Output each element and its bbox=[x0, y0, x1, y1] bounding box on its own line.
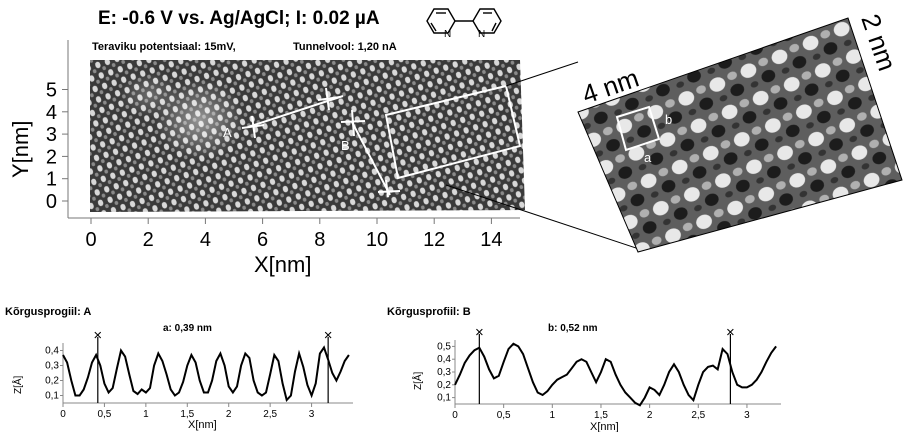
tunnel-current-label: Tunnelvool: 1,20 nA bbox=[293, 41, 397, 53]
profile-a-xtick-label: 3 bbox=[309, 409, 315, 420]
profile-b-ytick-label: 0,1 bbox=[437, 393, 451, 404]
stm-main-xlabel: X[nm] bbox=[254, 252, 311, 277]
unit-cell-a-label: a bbox=[644, 150, 652, 165]
marker-b-label: B bbox=[341, 138, 350, 153]
main-ytick-label: 2 bbox=[46, 146, 57, 168]
profile-a-ylabel: Z[Å] bbox=[11, 375, 24, 394]
profile-b-annotation: b: 0,52 nm bbox=[548, 323, 598, 334]
svg-text:N: N bbox=[444, 29, 451, 40]
main-ytick-label: 0 bbox=[46, 191, 57, 213]
zoom-connector-top bbox=[505, 61, 579, 87]
main-ytick-label: 5 bbox=[46, 80, 57, 102]
profile-b-title: Kõrgusprofiil: B bbox=[387, 306, 471, 318]
profile-a-xtick-label: 1 bbox=[143, 409, 149, 420]
profile-a-xtick-label: 2 bbox=[226, 409, 232, 420]
profile-b-profile-line bbox=[454, 342, 777, 407]
profile-a-title: Kõrgusprogiil: A bbox=[5, 306, 91, 318]
profile-a-xtick-label: 0,5 bbox=[97, 409, 111, 420]
svg-text:N: N bbox=[478, 29, 485, 40]
profile-b-marker-cross: × bbox=[475, 324, 484, 341]
main-ytick-label: 3 bbox=[46, 124, 57, 146]
stm-main-axes bbox=[67, 40, 520, 219]
profile-a-profile-line bbox=[62, 345, 350, 403]
profile-line-a bbox=[241, 87, 344, 139]
main-xtick-label: 14 bbox=[480, 229, 502, 251]
main-xtick-label: 12 bbox=[423, 229, 445, 251]
profile-b-chart: 0 0,5 1 1,5 2 2,5 3 0,5 0,4 0,3 0,2 0,1 × × bbox=[437, 324, 781, 421]
main-xtick-label: 2 bbox=[143, 229, 154, 251]
profile-b-xtick-label: 1 bbox=[550, 410, 556, 421]
main-xtick-label: 8 bbox=[314, 229, 325, 251]
profile-b-xtick-label: 2,5 bbox=[691, 410, 705, 421]
profile-a-annotation: a: 0,39 nm bbox=[163, 323, 212, 334]
profile-a-marker-cross: × bbox=[324, 327, 333, 344]
stm-zoom-image bbox=[577, 17, 903, 253]
profile-a-xtick-label: 0 bbox=[60, 409, 66, 420]
profile-a-ytick-label: 0,4 bbox=[45, 346, 59, 357]
tip-potential-label: Teraviku potentsiaal: 15mV, bbox=[92, 41, 236, 53]
condition-title: E: -0.6 V vs. Ag/AgCl; I: 0.02 µA bbox=[98, 8, 380, 29]
profile-b-ylabel: Z[Å] bbox=[411, 371, 424, 390]
profile-a-xlabel: X[nm] bbox=[188, 419, 217, 431]
profile-b-ytick-label: 0,4 bbox=[437, 354, 451, 365]
main-xtick-label: 6 bbox=[257, 229, 268, 251]
profile-a-ytick-label: 0,2 bbox=[45, 376, 59, 387]
stm-main-image bbox=[90, 60, 525, 212]
profile-b-marker-cross: × bbox=[726, 324, 735, 341]
stm-main-ylabel: Y[nm] bbox=[8, 121, 33, 178]
marker-a-label: A bbox=[223, 125, 232, 140]
profile-line-b bbox=[340, 109, 401, 198]
main-ytick-label: 4 bbox=[46, 102, 57, 124]
profile-a-marker-cross: × bbox=[93, 327, 102, 344]
main-ytick-label: 1 bbox=[46, 169, 57, 191]
main-xtick-label: 0 bbox=[85, 229, 96, 251]
stm-main-xticks: 0 2 4 6 8 10 12 14 bbox=[85, 218, 503, 251]
profile-b-ytick-label: 0,3 bbox=[437, 367, 451, 378]
profile-b-xtick-label: 0,5 bbox=[497, 410, 511, 421]
bipyridine-molecule-icon: N N bbox=[426, 8, 502, 40]
profile-a-chart: 0 0,5 1 1,5 2 2,5 3 0,4 0,3 0,2 0,1 × × bbox=[45, 327, 353, 420]
main-xtick-label: 10 bbox=[366, 229, 388, 251]
main-xtick-label: 4 bbox=[200, 229, 211, 251]
zoom-selection-box bbox=[384, 84, 522, 180]
unit-cell-b-label: b bbox=[665, 112, 672, 127]
profile-b-xtick-label: 1,5 bbox=[594, 410, 608, 421]
profile-b-ytick-label: 0,5 bbox=[437, 341, 451, 352]
profile-a-ytick-label: 0,1 bbox=[45, 391, 59, 402]
profile-b-xtick-label: 3 bbox=[744, 410, 750, 421]
profile-a-ytick-label: 0,3 bbox=[45, 361, 59, 372]
profile-a-xtick-label: 1,5 bbox=[180, 409, 194, 420]
unit-cell-box bbox=[615, 105, 661, 152]
zoom-connector-bottom bbox=[445, 184, 643, 251]
profile-b-ytick-label: 0,2 bbox=[437, 380, 451, 391]
profile-b-xlabel: X[nm] bbox=[590, 421, 619, 432]
profile-a-xtick-label: 2,5 bbox=[263, 409, 277, 420]
profile-b-xtick-label: 0 bbox=[452, 410, 458, 421]
profile-b-xtick-label: 2 bbox=[647, 410, 653, 421]
